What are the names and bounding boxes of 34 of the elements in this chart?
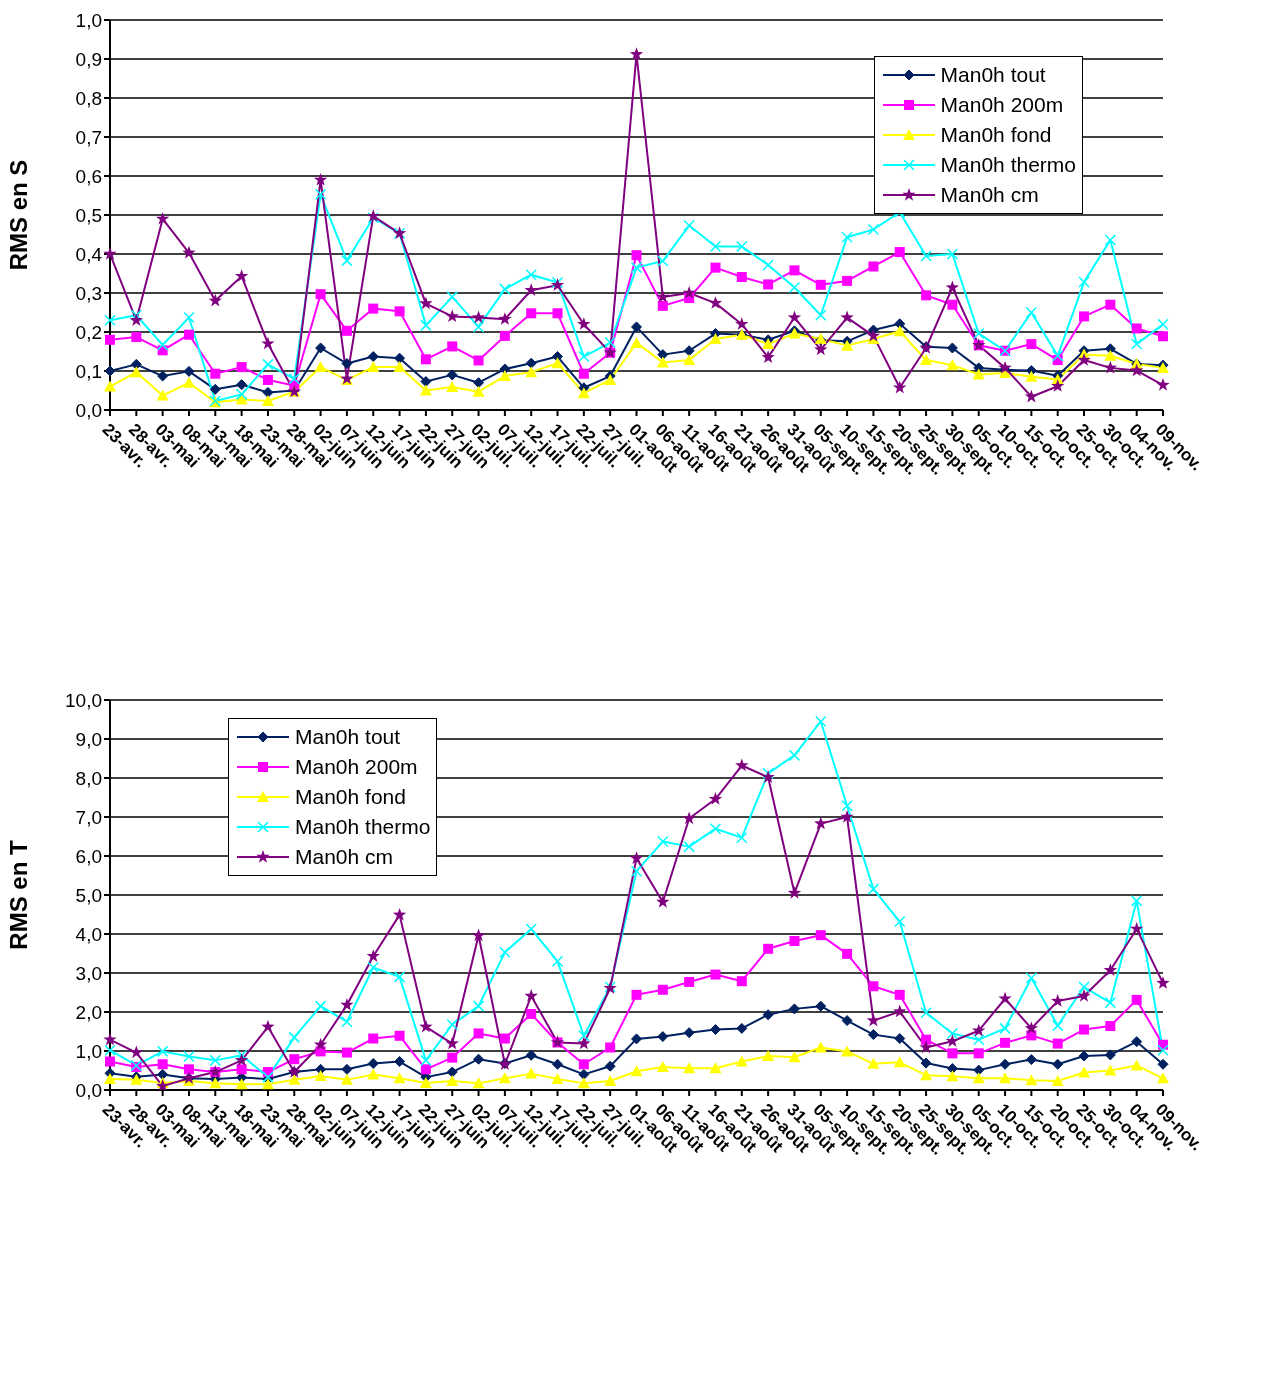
legend-label: Man0h tout <box>940 63 1046 87</box>
y-tick-label: 9,0 <box>75 728 102 750</box>
y-tick-label: 7,0 <box>75 806 102 828</box>
y-tick-label: 0,0 <box>75 399 102 421</box>
y-tick-label: 6,0 <box>75 845 102 867</box>
y-tick-label: 0,3 <box>75 282 102 304</box>
y-tick-label: 0,8 <box>75 87 102 109</box>
legend-label: Man0h thermo <box>295 815 431 839</box>
y-tick-label: 2,0 <box>75 1001 102 1023</box>
legend-label: Man0h cm <box>940 183 1039 207</box>
legend-label: Man0h fond <box>295 785 406 809</box>
legend-label: Man0h 200m <box>295 755 418 779</box>
y-tick-label: 4,0 <box>75 923 102 945</box>
y-tick-label: 0,7 <box>75 126 102 148</box>
y-tick-label: 0,5 <box>75 204 102 226</box>
y-axis-title: RMS en S <box>4 159 32 271</box>
legend-label: Man0h fond <box>940 123 1052 147</box>
legend-label: Man0h tout <box>295 725 401 749</box>
y-tick-label: 0,6 <box>75 165 102 187</box>
legend-label: Man0h cm <box>295 845 394 869</box>
y-tick-label: 1,0 <box>75 1040 102 1062</box>
y-tick-label: 1,0 <box>75 9 102 31</box>
y-tick-label: 5,0 <box>75 884 102 906</box>
y-tick-label: 0,9 <box>75 48 102 70</box>
y-axis-title: RMS en T <box>4 840 32 950</box>
y-tick-label: 3,0 <box>75 962 102 984</box>
legend-label: Man0h thermo <box>940 153 1076 177</box>
y-tick-label: 0,0 <box>75 1079 102 1101</box>
y-tick-label: 0,1 <box>75 360 102 382</box>
y-tick-label: 8,0 <box>75 767 102 789</box>
y-tick-label: 0,4 <box>75 243 103 265</box>
y-tick-label: 0,2 <box>75 321 102 343</box>
y-tick-label: 10,0 <box>65 689 102 711</box>
legend-label: Man0h 200m <box>940 93 1064 117</box>
